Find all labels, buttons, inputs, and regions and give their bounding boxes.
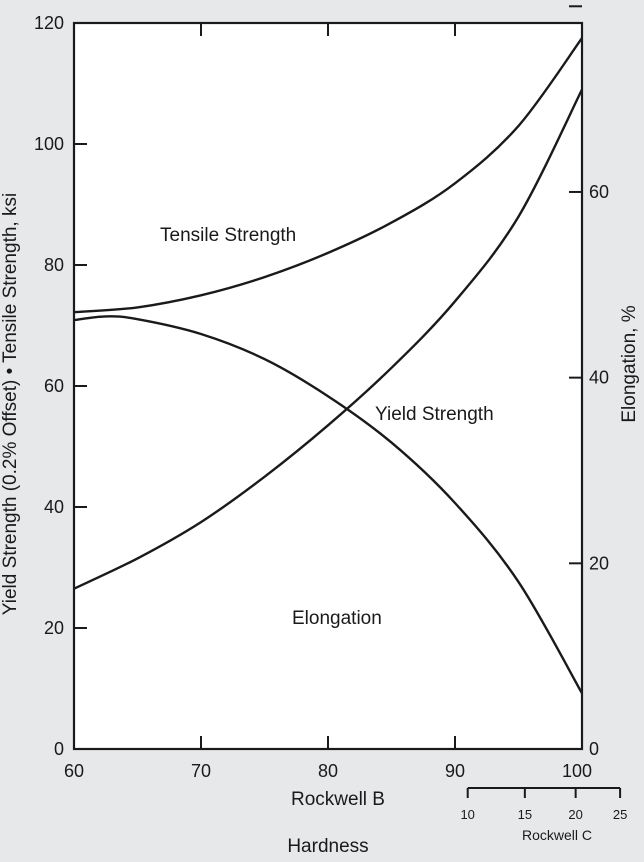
- x-tick-label: 100: [562, 761, 592, 781]
- curves-layer: [73, 37, 584, 694]
- y-right-tick-label: 40: [589, 368, 609, 388]
- y-right-tick-label: 60: [589, 182, 609, 202]
- ticks-layer: [73, 5, 622, 798]
- x-group-title: Hardness: [287, 836, 368, 857]
- y-right-tick-label: 20: [589, 553, 609, 573]
- plot-area: [72, 21, 584, 751]
- tensile-strength-label: Tensile Strength: [160, 225, 296, 246]
- y-left-tick-label: 100: [34, 134, 64, 154]
- rockwell-c-axis-title: Rockwell C: [522, 827, 592, 843]
- y-left-tick-label: 20: [44, 618, 64, 638]
- rockwell-c-tick-label: 10: [460, 807, 474, 822]
- y-left-tick-label: 120: [34, 13, 64, 33]
- rockwell-c-tick-label: 25: [613, 807, 627, 822]
- x-tick-label: 90: [445, 761, 465, 781]
- y-right-axis-title: Elongation, %: [619, 305, 640, 422]
- x-axis-title: Rockwell B: [291, 789, 385, 810]
- y-left-tick-label: 0: [54, 739, 64, 759]
- y-left-axis-title: Yield Strength (0.2% Offset) • Tensile S…: [0, 193, 21, 615]
- elongation-curve: [73, 315, 584, 694]
- y-right-tick-label: 0: [589, 739, 599, 759]
- x-tick-label: 80: [318, 761, 338, 781]
- tensile-strength-curve: [73, 37, 583, 314]
- x-tick-label: 70: [191, 761, 211, 781]
- yield-strength-curve: [73, 88, 584, 590]
- rockwell-c-tick-label: 15: [518, 807, 532, 822]
- yield-strength-label: Yield Strength: [375, 404, 494, 425]
- y-left-tick-label: 60: [44, 376, 64, 396]
- y-left-tick-label: 80: [44, 255, 64, 275]
- elongation-label: Elongation: [292, 608, 382, 629]
- y-left-tick-label: 40: [44, 497, 64, 517]
- x-tick-label: 60: [64, 761, 84, 781]
- rockwell-c-tick-label: 20: [568, 807, 582, 822]
